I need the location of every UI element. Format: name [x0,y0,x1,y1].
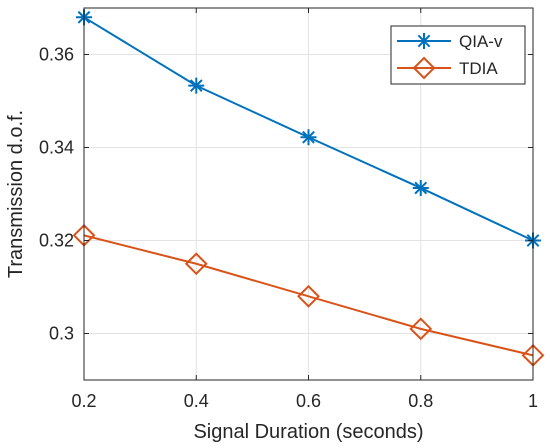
x-tick-label: 0.8 [408,391,433,411]
x-tick-label: 0.2 [71,391,96,411]
y-tick-label: 0.36 [39,45,74,65]
legend-item: QIA-v [397,32,503,51]
x-tick-label: 1 [528,391,538,411]
data-point-asterisk [412,179,429,196]
x-tick-label: 0.4 [184,391,209,411]
data-point-asterisk [188,77,205,94]
data-point-diamond [412,56,436,80]
legend: QIA-v TDIA [390,25,526,85]
data-point-asterisk [300,129,317,146]
x-axis-label: Signal Duration (seconds) [193,421,423,443]
y-tick-label: 0.32 [39,231,74,251]
y-tick-label: 0.34 [39,138,74,158]
legend-label: QIA-v [459,32,503,51]
x-tick-label: 0.6 [296,391,321,411]
y-axis-label: Transmission d.o.f. [5,110,27,278]
data-point-asterisk [416,33,432,49]
data-point-diamond [297,284,320,308]
data-point-diamond [409,317,433,341]
y-tick-label: 0.3 [49,324,74,344]
legend-box [390,25,526,85]
axis-ticks: 0.2 0.4 0.6 0.8 1 0.3 0.32 0.34 0.36 [39,8,538,411]
series-line [83,234,534,357]
legend-item: TDIA [397,56,498,80]
legend-label: TDIA [459,59,498,78]
data-point-diamond [184,252,208,276]
